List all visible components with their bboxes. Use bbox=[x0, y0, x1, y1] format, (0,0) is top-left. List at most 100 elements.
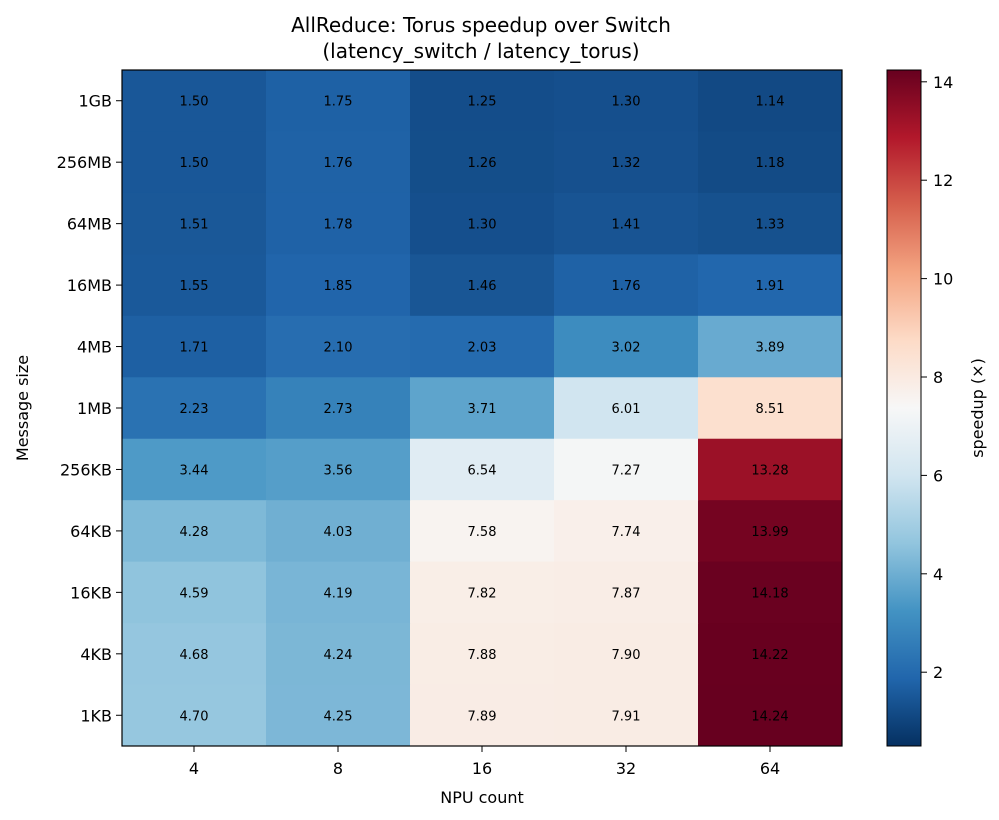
heatmap-cell bbox=[410, 315, 555, 378]
cell-value-label: 13.28 bbox=[751, 463, 788, 478]
cell-value-label: 7.58 bbox=[468, 525, 497, 540]
heatmap-cell bbox=[122, 377, 267, 440]
cell-value-label: 13.99 bbox=[751, 525, 788, 540]
cell-value-label: 14.22 bbox=[751, 648, 788, 663]
heatmap-cell bbox=[698, 315, 843, 378]
heatmap-cell bbox=[266, 131, 411, 194]
cell-value-label: 1.75 bbox=[324, 95, 353, 110]
heatmap-cell bbox=[410, 438, 555, 501]
heatmap-cell bbox=[698, 192, 843, 255]
heatmap-cell bbox=[698, 500, 843, 563]
heatmap-cell bbox=[266, 192, 411, 255]
cell-value-label: 7.74 bbox=[612, 525, 641, 540]
cell-value-label: 3.44 bbox=[180, 463, 209, 478]
heatmap-cell bbox=[122, 70, 267, 132]
y-axis-label: Message size bbox=[13, 355, 32, 461]
chart-title-line-1: AllReduce: Torus speedup over Switch bbox=[291, 13, 671, 37]
cell-value-label: 8.51 bbox=[756, 402, 785, 417]
cell-value-label: 1.46 bbox=[468, 279, 497, 294]
heatmap-cell bbox=[554, 131, 699, 194]
heatmap-cell bbox=[554, 684, 699, 747]
heatmap-cell bbox=[554, 500, 699, 563]
heatmap-cell bbox=[266, 315, 411, 378]
colorbar-ticks: 2 4 6 8 10 12 14 bbox=[921, 73, 953, 682]
x-axis-ticks: 4 8 16 32 64 bbox=[189, 746, 780, 778]
cell-value-label: 1.18 bbox=[756, 156, 785, 171]
heatmap-cell bbox=[410, 131, 555, 194]
cell-value-label: 2.03 bbox=[468, 341, 497, 356]
y-tick-label: 4MB bbox=[77, 338, 112, 357]
heatmap-cell bbox=[410, 623, 555, 686]
heatmap-cells bbox=[122, 70, 843, 747]
heatmap-cell bbox=[122, 192, 267, 255]
cell-value-label: 1.25 bbox=[468, 95, 497, 110]
y-tick-label: 16KB bbox=[70, 583, 112, 602]
x-tick-label: 32 bbox=[616, 759, 636, 778]
colorbar-tick-label: 4 bbox=[933, 565, 943, 584]
cell-value-label: 4.28 bbox=[180, 525, 209, 540]
cell-value-label: 1.76 bbox=[324, 156, 353, 171]
heatmap-cell bbox=[410, 254, 555, 317]
y-tick-label: 64MB bbox=[67, 215, 112, 234]
heatmap-cell bbox=[266, 377, 411, 440]
heatmap-cell bbox=[698, 70, 843, 132]
heatmap-cell bbox=[698, 684, 843, 747]
heatmap-cell bbox=[266, 70, 411, 132]
heatmap-cell bbox=[554, 438, 699, 501]
y-tick-label: 64KB bbox=[70, 522, 112, 541]
colorbar-tick-label: 10 bbox=[933, 270, 953, 289]
heatmap-cell bbox=[554, 623, 699, 686]
cell-value-label: 1.71 bbox=[180, 341, 209, 356]
y-tick-label: 256MB bbox=[57, 153, 112, 172]
heatmap-cell bbox=[122, 684, 267, 747]
colorbar bbox=[886, 69, 922, 747]
heatmap-cell bbox=[698, 561, 843, 624]
heatmap-cell bbox=[410, 561, 555, 624]
cell-value-label: 1.76 bbox=[612, 279, 641, 294]
cell-value-label: 1.91 bbox=[756, 279, 785, 294]
heatmap-cell bbox=[410, 684, 555, 747]
cell-value-label: 1.26 bbox=[468, 156, 497, 171]
heatmap-cell bbox=[554, 377, 699, 440]
heatmap-cell bbox=[122, 131, 267, 194]
x-axis-label: NPU count bbox=[440, 788, 524, 807]
heatmap-cell bbox=[266, 500, 411, 563]
heatmap-cell bbox=[122, 500, 267, 563]
heatmap-cell bbox=[122, 254, 267, 317]
cell-value-label: 1.41 bbox=[612, 218, 641, 233]
heatmap-cell bbox=[410, 500, 555, 563]
cell-value-label: 1.30 bbox=[612, 95, 641, 110]
cell-value-label: 4.59 bbox=[180, 586, 209, 601]
colorbar-tick-label: 14 bbox=[933, 73, 953, 92]
heatmap-cell bbox=[410, 70, 555, 132]
cell-value-label: 1.33 bbox=[756, 218, 785, 233]
cell-value-label: 4.24 bbox=[324, 648, 353, 663]
cell-value-label: 6.54 bbox=[468, 463, 497, 478]
cell-value-label: 1.85 bbox=[324, 279, 353, 294]
cell-value-label: 1.55 bbox=[180, 279, 209, 294]
heatmap-cell bbox=[698, 623, 843, 686]
cell-value-label: 14.18 bbox=[751, 586, 788, 601]
cell-value-label: 3.02 bbox=[612, 341, 641, 356]
y-tick-label: 16MB bbox=[67, 276, 112, 295]
cell-value-label: 2.23 bbox=[180, 402, 209, 417]
y-tick-label: 1KB bbox=[80, 706, 112, 725]
heatmap-cell bbox=[122, 438, 267, 501]
x-tick-label: 8 bbox=[333, 759, 343, 778]
heatmap-cell bbox=[554, 315, 699, 378]
cell-value-label: 7.87 bbox=[612, 586, 641, 601]
colorbar-tick-label: 8 bbox=[933, 368, 943, 387]
chart-title-line-2: (latency_switch / latency_torus) bbox=[322, 39, 639, 63]
heatmap-cell bbox=[554, 70, 699, 132]
heatmap-cell bbox=[266, 561, 411, 624]
cell-value-label: 2.10 bbox=[324, 341, 353, 356]
heatmap-cell bbox=[122, 623, 267, 686]
cell-value-label: 7.89 bbox=[468, 709, 497, 724]
cell-value-label: 7.88 bbox=[468, 648, 497, 663]
colorbar-tick-label: 12 bbox=[933, 171, 953, 190]
heatmap-cell bbox=[554, 561, 699, 624]
heatmap-cell bbox=[266, 254, 411, 317]
heatmap-cell bbox=[698, 131, 843, 194]
heatmap-cell bbox=[554, 192, 699, 255]
